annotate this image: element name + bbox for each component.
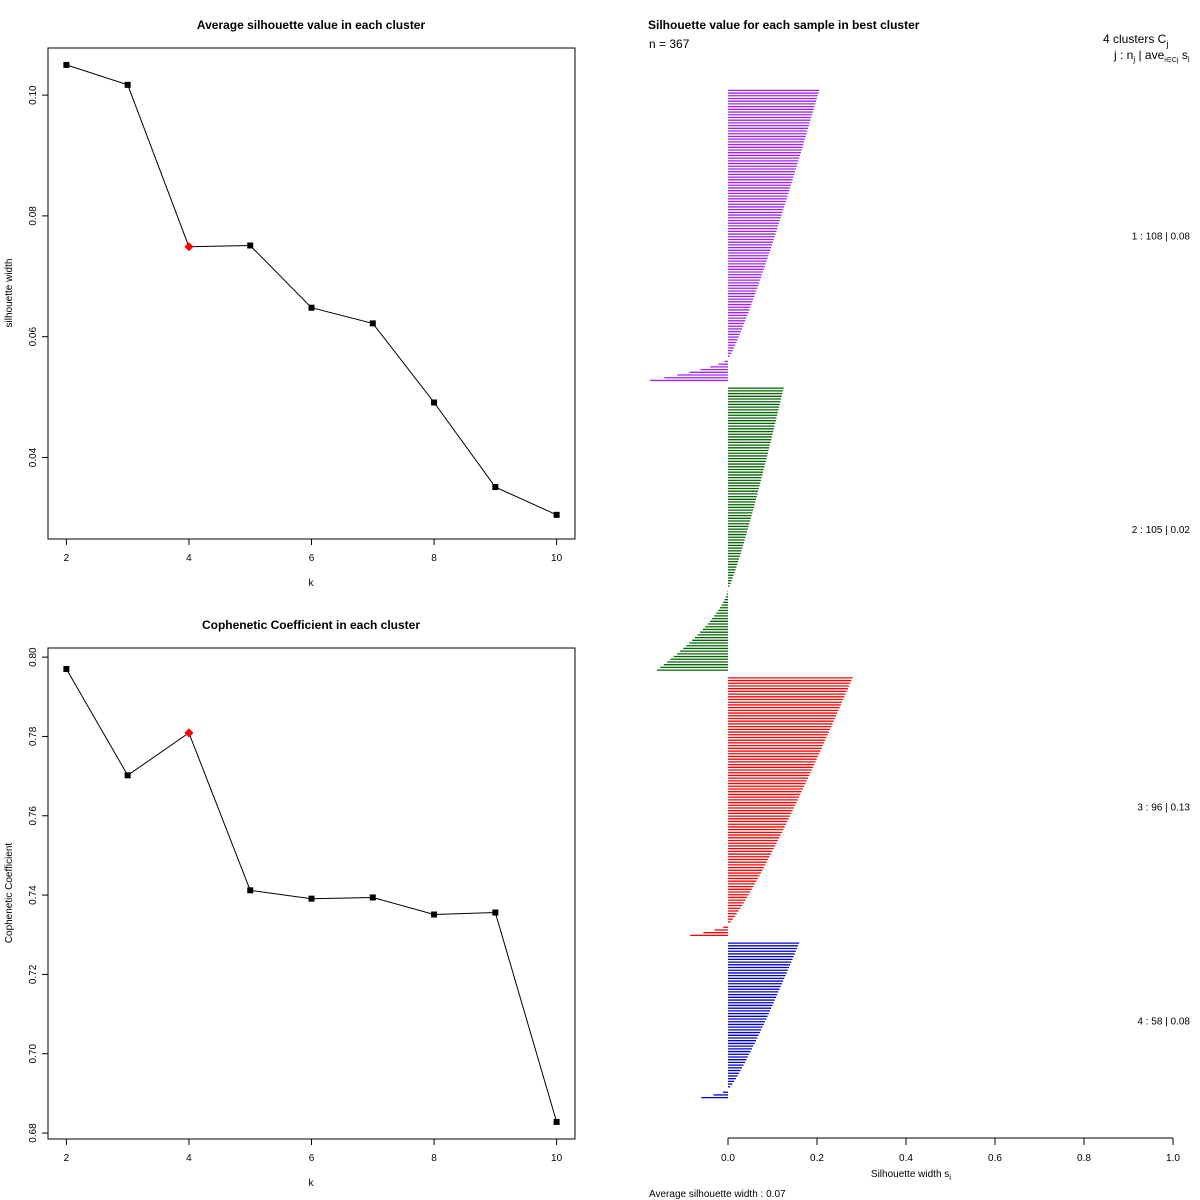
- cluster-summary-labels: 1 : 108 | 0.08 2 : 105 | 0.02 3 : 96 | 0.1…: [1132, 231, 1191, 1027]
- avg-silhouette-xtick-label: 4: [186, 553, 192, 564]
- cluster-header-n-sub: j: [1132, 55, 1135, 64]
- avg-silhouette-title: Average silhouette value in each cluster: [197, 18, 426, 32]
- cluster-header-ave: | ave: [1135, 48, 1164, 62]
- cophenetic-ytick-label: 0.80: [28, 647, 39, 667]
- avg-silhouette-xtick-label: 2: [64, 553, 70, 564]
- cophenetic-ytick-label: 0.70: [28, 1044, 39, 1064]
- avg-silhouette-line: [66, 64, 557, 516]
- avg-silhouette-point: [492, 484, 499, 491]
- cophenetic-ytick-label: 0.72: [28, 964, 39, 984]
- silhouette-plot-title: Silhouette value for each sample in best…: [648, 18, 920, 32]
- cophenetic-point: [553, 1118, 560, 1125]
- avg-silhouette-point: [369, 320, 376, 327]
- avg-silhouette-ytick-label: 0.10: [28, 85, 39, 105]
- cophenetic-xtick-label: 6: [309, 1153, 315, 1164]
- cluster-header-sub-j: j: [1165, 39, 1168, 49]
- avg-silhouette-ytick-label: 0.06: [28, 327, 39, 347]
- avg-silhouette-plot-frame: [47, 47, 576, 540]
- silhouette-xlabel: Silhouette width si: [871, 1169, 951, 1182]
- avg-silhouette-point: [247, 242, 254, 249]
- cophenetic-point: [63, 666, 70, 673]
- cophenetic-point: [369, 894, 376, 901]
- cophenetic-ytick-label: 0.74: [28, 885, 39, 905]
- avg-silhouette-xtick-label: 8: [431, 553, 437, 564]
- cophenetic-xtick-label: 8: [431, 1153, 437, 1164]
- silhouette-xtick-label: 0.2: [810, 1153, 824, 1164]
- avg-silhouette-xtick-label: 10: [551, 553, 563, 564]
- silhouette-xtick-label: 0.8: [1077, 1153, 1091, 1164]
- cophenetic-point: [308, 895, 315, 902]
- silhouette-xtick-label: 0.6: [988, 1153, 1002, 1164]
- cophenetic-ylabel: Cophenetic Coefficient: [4, 843, 15, 944]
- avg-silhouette-point: [63, 61, 70, 68]
- cophenetic-line: [65, 668, 558, 1123]
- avg-silhouette-panel: Average silhouette value in each cluster…: [4, 18, 576, 589]
- avg-silhouette-best-k-point: [184, 242, 194, 252]
- cophenetic-panel: Cophenetic Coefficient in each cluster k…: [4, 618, 576, 1189]
- cophenetic-best-k-point: [184, 728, 194, 738]
- cluster-header-ave-sub: i∈Cj: [1164, 57, 1179, 64]
- avg-silhouette-series: [63, 61, 560, 518]
- avg-silhouette-xlabel: k: [309, 578, 315, 589]
- cluster-header-n: j : n: [1113, 48, 1133, 62]
- avg-silhouette-point: [308, 304, 315, 311]
- avg-silhouette-xtick-label: 6: [309, 553, 315, 564]
- average-silhouette-footer: Average silhouette width : 0.07: [649, 1189, 786, 1200]
- cophenetic-point: [124, 772, 131, 779]
- avg-silhouette-point: [431, 399, 438, 406]
- silhouette-xlabel-sub: i: [949, 1173, 951, 1182]
- silhouette-xticks: 0.0 0.2 0.4 0.6 0.8 1.0: [721, 1138, 1180, 1164]
- avg-silhouette-point: [124, 81, 131, 88]
- avg-silhouette-yticks: 0.04 0.06 0.08 0.10: [28, 85, 48, 467]
- cophenetic-xlabel: k: [309, 1178, 315, 1189]
- cluster-summary-label: 2 : 105 | 0.02: [1132, 525, 1191, 536]
- cluster-summary-label: 4 : 58 | 0.08: [1137, 1016, 1190, 1027]
- cophenetic-ytick-label: 0.78: [28, 726, 39, 746]
- avg-silhouette-point: [553, 511, 560, 518]
- sample-count-label: n = 367: [649, 37, 690, 51]
- avg-silhouette-xticks: 2 4 6 8 10: [64, 539, 563, 564]
- cophenetic-title: Cophenetic Coefficient in each cluster: [202, 618, 420, 632]
- cophenetic-point: [492, 909, 499, 916]
- cluster-header-line1: 4 clusters Cj: [1103, 32, 1168, 49]
- silhouette-xtick-label: 0.0: [721, 1153, 735, 1164]
- cophenetic-xtick-label: 4: [186, 1153, 192, 1164]
- avg-silhouette-ytick-label: 0.08: [28, 206, 39, 226]
- cophenetic-xticks: 2 4 6 8 10: [64, 1139, 563, 1164]
- cophenetic-point: [247, 887, 254, 894]
- silhouette-xtick-label: 1.0: [1166, 1153, 1180, 1164]
- cophenetic-yticks: 0.68 0.70 0.72 0.74 0.76 0.78 0.80: [28, 647, 48, 1143]
- cophenetic-xtick-label: 2: [64, 1153, 70, 1164]
- avg-silhouette-ytick-label: 0.04: [28, 447, 39, 467]
- cophenetic-point: [431, 911, 438, 918]
- silhouette-plot-panel: Silhouette value for each sample in best…: [648, 18, 1190, 1200]
- cluster-header-s-sub: i: [1188, 55, 1190, 64]
- cophenetic-ytick-label: 0.68: [28, 1123, 39, 1143]
- cluster-summary-label: 3 : 96 | 0.13: [1137, 803, 1190, 814]
- cophenetic-plot-frame: [47, 647, 576, 1140]
- silhouette-xlabel-main: Silhouette width s: [871, 1169, 949, 1180]
- cophenetic-xtick-label: 10: [551, 1153, 563, 1164]
- silhouette-bars: [650, 89, 853, 1099]
- cluster-header-clusters: 4 clusters C: [1103, 32, 1167, 46]
- cluster-header-line2: j : nj | avei∈Cj si: [1113, 48, 1190, 64]
- cophenetic-ytick-label: 0.76: [28, 806, 39, 826]
- cluster-header-s: s: [1179, 48, 1188, 62]
- silhouette-xtick-label: 0.4: [899, 1153, 913, 1164]
- cluster-summary-label: 1 : 108 | 0.08: [1132, 231, 1191, 242]
- avg-silhouette-ylabel: silhouette width: [4, 259, 15, 328]
- cophenetic-series: [63, 666, 560, 1125]
